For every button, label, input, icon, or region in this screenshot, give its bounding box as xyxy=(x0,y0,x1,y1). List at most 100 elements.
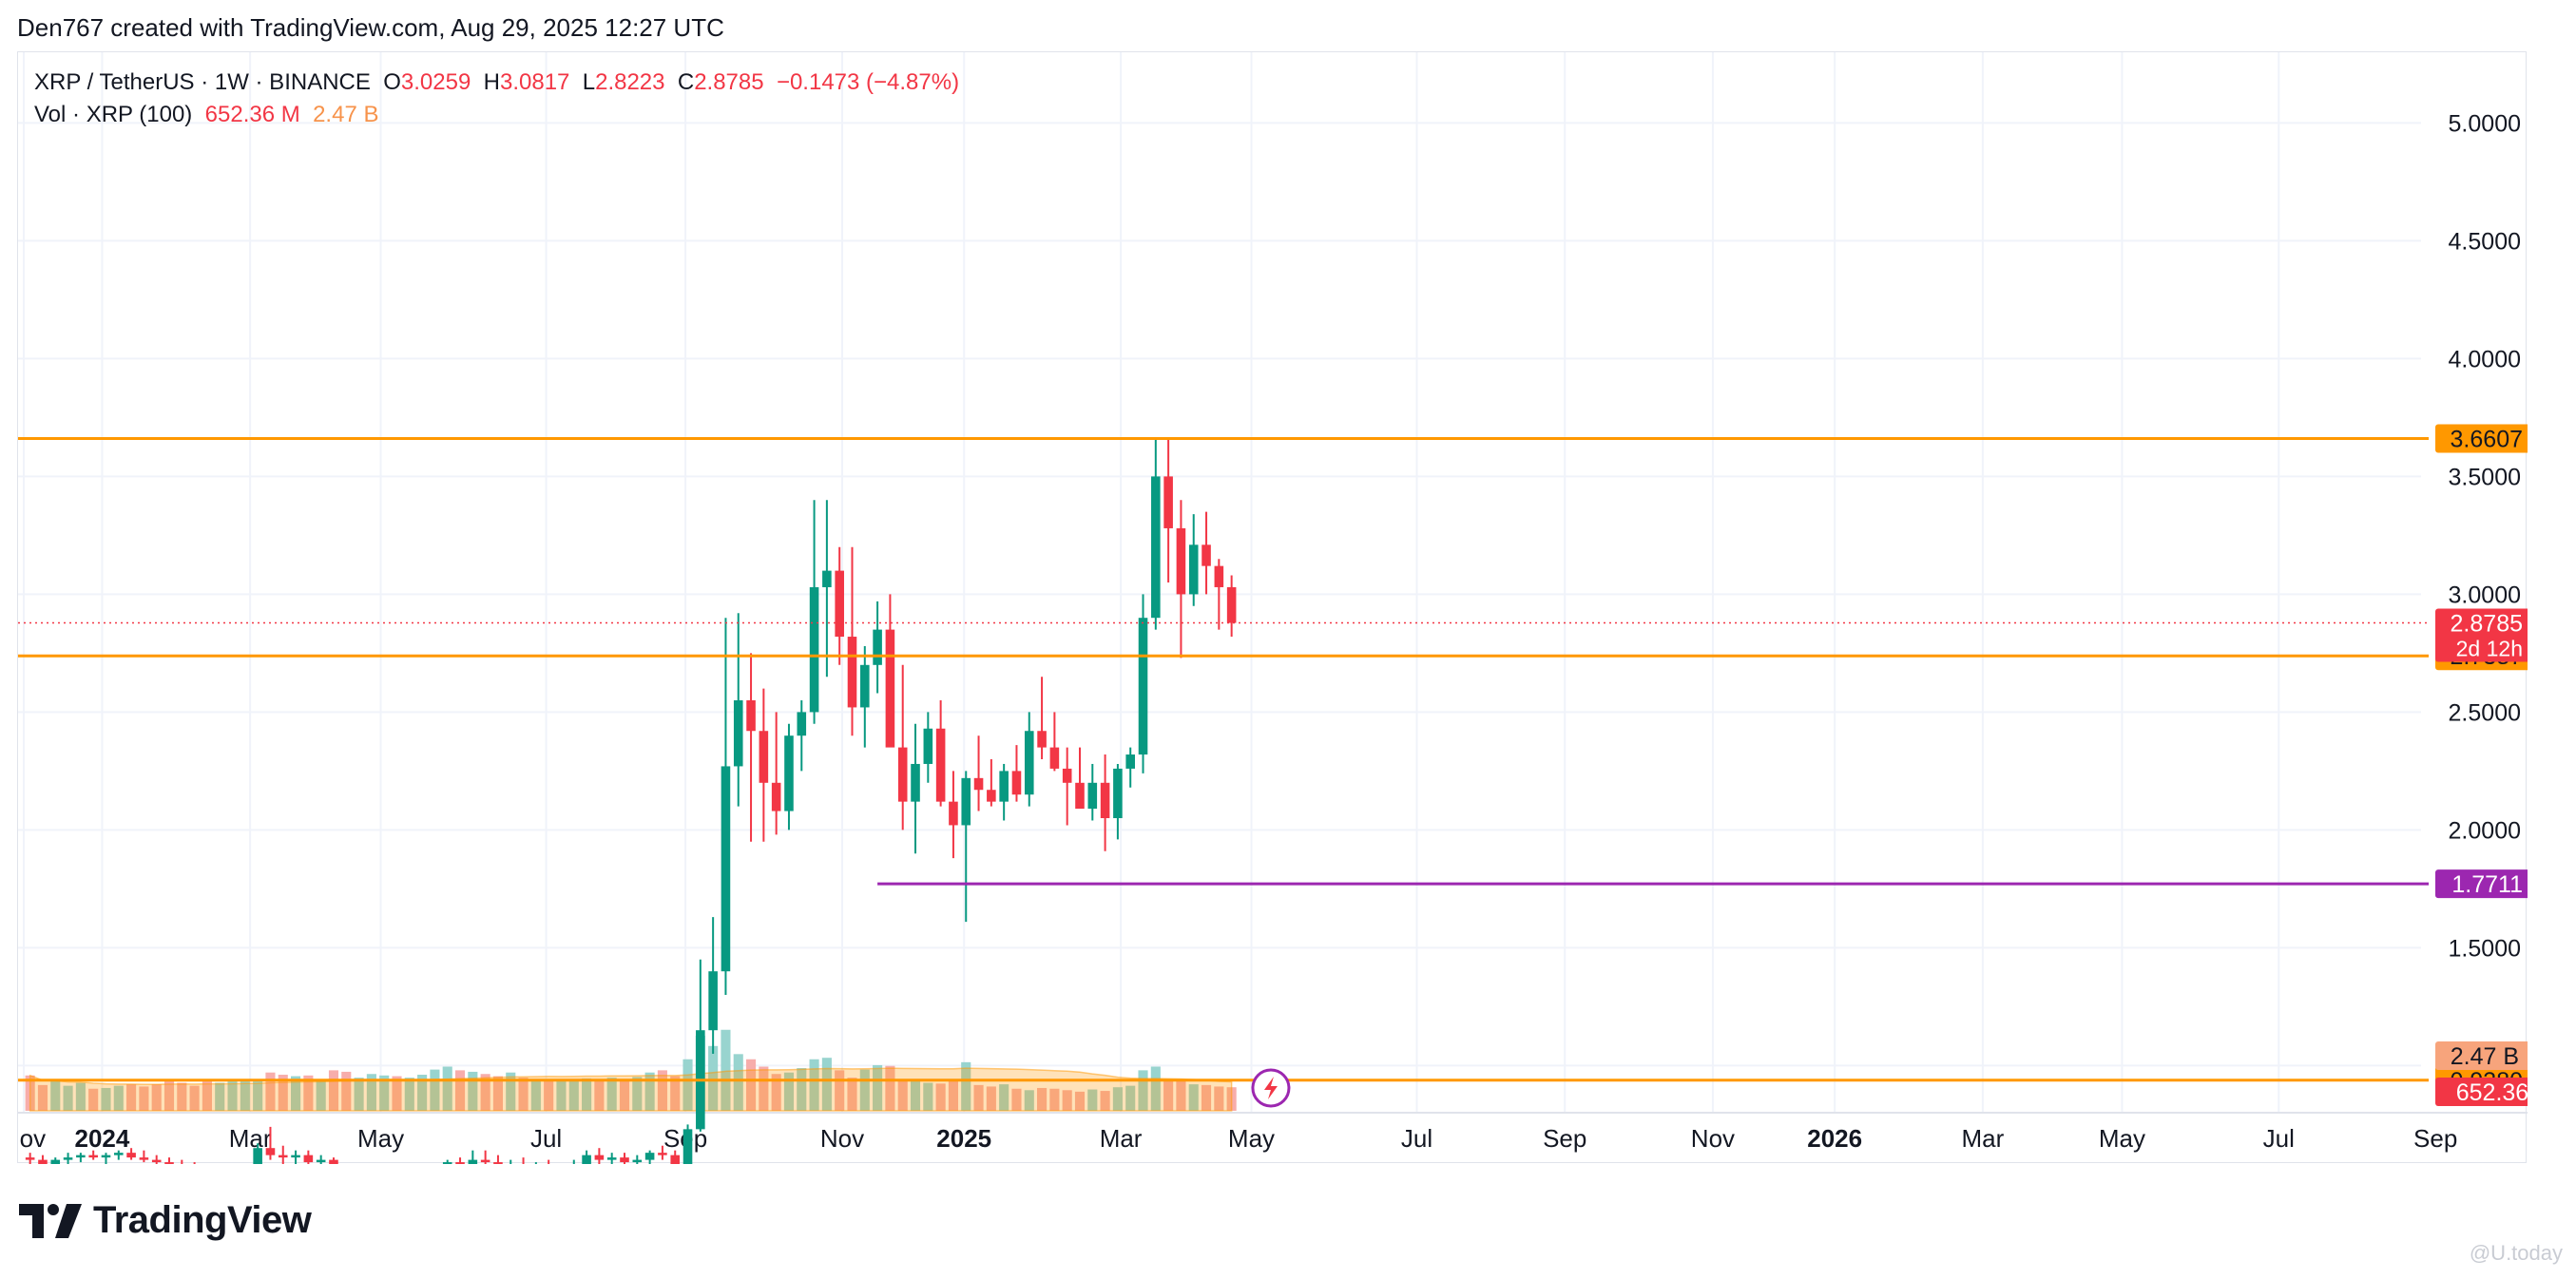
candle-body xyxy=(88,1155,98,1158)
volume-bar xyxy=(341,1071,352,1111)
y-tick-label: 3.5000 xyxy=(2449,464,2521,490)
candle-body xyxy=(658,1153,667,1155)
open-label: O xyxy=(383,69,401,95)
last-price-tag: 2.8785 xyxy=(2451,611,2523,638)
high-value: 3.0817 xyxy=(499,69,570,95)
chart-frame: Nov 2024 Mar May Jul Sep Nov 2025 Mar May Jul Sep No… xyxy=(17,51,2528,1164)
level-price-tag: 3.6607 xyxy=(2451,427,2523,453)
candle-body xyxy=(468,1159,478,1164)
volume-bar xyxy=(126,1084,137,1111)
volume-ma-tag: 2.47 B xyxy=(2451,1043,2519,1070)
candle-body xyxy=(606,1157,617,1160)
volume-bar xyxy=(759,1066,769,1111)
volume-bar xyxy=(1024,1090,1034,1111)
x-tick-label: Nov xyxy=(18,1124,46,1153)
volume-bar xyxy=(354,1078,364,1111)
volume-bar xyxy=(745,1059,757,1111)
volume-bar xyxy=(670,1076,681,1111)
low-value: 2.8223 xyxy=(595,69,665,95)
volume-bar xyxy=(1074,1091,1086,1111)
volume-bar xyxy=(303,1075,314,1111)
volume-bar xyxy=(468,1071,478,1111)
candle-body xyxy=(1113,768,1123,818)
candle-body xyxy=(644,1153,655,1160)
volume-bar xyxy=(37,1084,48,1111)
candle-body xyxy=(126,1153,136,1158)
candle-body xyxy=(329,1159,338,1164)
candle-body xyxy=(1125,754,1136,769)
volume-bar xyxy=(544,1079,554,1111)
y-tick-label: 2.0000 xyxy=(2449,817,2521,844)
candle-body xyxy=(291,1155,300,1158)
candle-body xyxy=(303,1155,314,1163)
volume-bar xyxy=(568,1080,579,1111)
x-tick-label: May xyxy=(357,1124,404,1153)
volume-bar xyxy=(986,1086,996,1111)
volume-bar xyxy=(897,1079,908,1111)
level-price-tag-bg xyxy=(2435,424,2528,453)
candle-body xyxy=(265,1148,276,1155)
volume-bar xyxy=(1100,1091,1110,1111)
x-tick-label: 2025 xyxy=(936,1124,991,1153)
volume-label[interactable]: Vol · XRP (100) xyxy=(34,102,193,127)
volume-bar xyxy=(328,1070,339,1111)
x-tick-label: Mar xyxy=(1100,1124,1143,1153)
candle-body xyxy=(885,629,895,748)
candle-body xyxy=(670,1155,681,1164)
close-label: C xyxy=(677,69,695,95)
candle-body xyxy=(1087,782,1098,810)
volume-bar xyxy=(847,1078,857,1111)
candle-body xyxy=(1201,544,1211,566)
attribution-text: Den767 created with TradingView.com, Aug… xyxy=(17,13,724,42)
volume-bar xyxy=(1150,1066,1161,1111)
tradingview-logo[interactable]: TradingView xyxy=(19,1199,312,1242)
volume-ma-value: 2.47 B xyxy=(313,102,379,127)
volume-bar xyxy=(556,1081,567,1111)
volume-bar xyxy=(291,1076,301,1111)
symbol-label[interactable]: XRP / TetherUS · 1W · BINANCE xyxy=(34,69,371,95)
volume-bar xyxy=(619,1079,630,1111)
volume-bar xyxy=(1037,1087,1048,1111)
volume-bar xyxy=(644,1072,655,1111)
candle-body xyxy=(50,1159,61,1164)
volume-bar xyxy=(835,1070,845,1111)
candle-body xyxy=(822,570,832,587)
x-tick-label: Jul xyxy=(2263,1124,2295,1153)
volume-bar xyxy=(316,1079,326,1111)
candle-body xyxy=(164,1162,174,1164)
volume-bar xyxy=(1201,1084,1212,1111)
y-tick-label: 4.0000 xyxy=(2449,346,2521,372)
volume-bar xyxy=(366,1074,376,1111)
candle-body xyxy=(784,735,794,811)
volume-bar xyxy=(379,1075,390,1111)
candle-body xyxy=(987,790,996,802)
close-value: 2.8785 xyxy=(694,69,764,95)
volume-bar xyxy=(1163,1079,1174,1111)
volume-bar xyxy=(404,1078,414,1111)
volume-bar xyxy=(1011,1088,1022,1111)
tradingview-logo-icon xyxy=(19,1203,82,1238)
open-value: 3.0259 xyxy=(400,69,471,95)
level-price-tag: 1.7711 xyxy=(2451,871,2523,898)
volume-bar xyxy=(265,1072,276,1111)
candle-body xyxy=(632,1159,643,1163)
volume-bar xyxy=(454,1070,466,1111)
candle-body xyxy=(708,971,718,1031)
candle-body xyxy=(594,1155,605,1160)
candle-body xyxy=(1024,731,1034,795)
candle-body xyxy=(442,1162,452,1164)
price-chart[interactable]: Nov 2024 Mar May Jul Sep Nov 2025 Mar May Jul Sep No… xyxy=(18,52,2528,1164)
volume-bar xyxy=(885,1065,895,1111)
volume-bar xyxy=(657,1070,667,1111)
candle-body xyxy=(316,1159,326,1163)
candle-body xyxy=(860,664,870,708)
change-value: −0.1473 (−4.87%) xyxy=(776,69,960,95)
candle-body xyxy=(151,1159,162,1163)
volume-bar xyxy=(682,1059,693,1111)
candle-body xyxy=(1138,618,1148,755)
volume-bar xyxy=(721,1029,731,1111)
volume-bar xyxy=(278,1075,288,1111)
candle-body xyxy=(797,712,807,736)
volume-bar xyxy=(1214,1086,1224,1111)
volume-bar xyxy=(101,1087,111,1111)
